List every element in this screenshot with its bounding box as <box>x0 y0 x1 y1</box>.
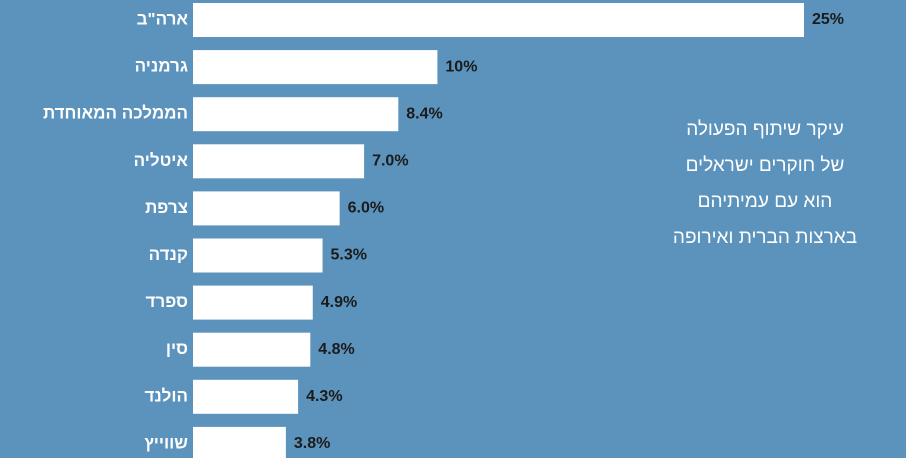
bar <box>193 332 311 367</box>
annotation-line: עיקר שיתוף הפעולה <box>686 119 844 140</box>
category-label: סין <box>166 339 188 358</box>
bar <box>193 285 313 320</box>
value-label: 4.3% <box>306 388 342 405</box>
category-label: צרפת <box>145 198 188 217</box>
value-label: 5.3% <box>331 247 367 264</box>
value-label: 10% <box>445 58 477 75</box>
value-label: 7.0% <box>372 153 408 170</box>
value-label: 4.8% <box>318 341 354 358</box>
bar <box>193 144 365 179</box>
bar <box>193 191 340 226</box>
category-label: קנדה <box>149 245 188 264</box>
value-label: 4.9% <box>321 294 357 311</box>
category-label: הולנד <box>144 386 188 405</box>
category-label: ארה"ב <box>137 9 189 28</box>
category-label: הממלכה המאוחדת <box>43 104 188 123</box>
value-label: 25% <box>812 11 844 28</box>
category-label: איטליה <box>134 151 189 170</box>
value-label: 8.4% <box>406 105 442 122</box>
bar <box>193 426 286 458</box>
bar <box>193 50 438 85</box>
value-label: 6.0% <box>348 200 384 217</box>
category-label: שווייץ <box>144 433 188 452</box>
bar <box>193 97 399 132</box>
annotation-line: הוא עם עמיתיהם <box>698 191 833 212</box>
category-label: ספרד <box>146 292 188 311</box>
category-label: גרמניה <box>135 57 188 76</box>
annotation-line: בארצות הברית ואירופה <box>673 227 857 248</box>
value-label: 3.8% <box>294 435 330 452</box>
bar <box>193 3 804 37</box>
annotation-line: של חוקרים ישראלים <box>686 155 845 176</box>
bar <box>193 238 323 273</box>
bar <box>193 379 299 414</box>
